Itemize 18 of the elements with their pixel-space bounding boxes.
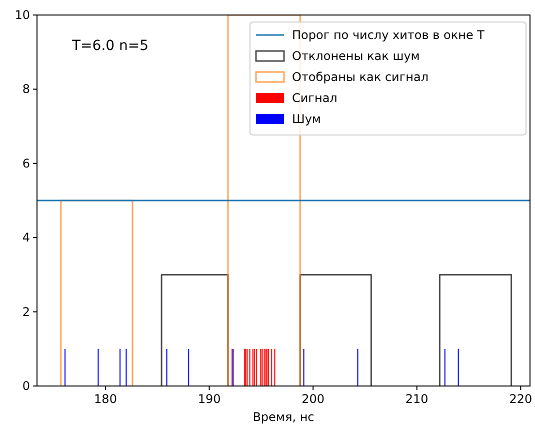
x-tick-label: 190	[198, 392, 221, 406]
y-tick-label: 6	[22, 156, 30, 170]
legend-label: Порог по числу хитов в окне T	[292, 28, 486, 42]
x-tick-label: 210	[405, 392, 428, 406]
x-axis-title: Время, нс	[252, 410, 314, 424]
legend-label: Отобраны как сигнал	[292, 70, 429, 84]
y-tick-label: 10	[14, 8, 30, 22]
y-tick-label: 2	[22, 304, 30, 319]
x-tick-label: 220	[509, 392, 532, 406]
x-tick-label: 180	[94, 392, 117, 406]
y-tick-label: 0	[22, 379, 30, 393]
legend-label: Шум	[292, 112, 321, 126]
legend-label: Отклонены как шум	[292, 49, 420, 63]
x-tick-label: 200	[302, 392, 325, 406]
legend-label: Сигнал	[292, 91, 338, 105]
y-tick-label: 8	[22, 82, 30, 96]
y-tick-label: 4	[22, 230, 30, 245]
annotation: T=6.0 n=5	[71, 38, 149, 54]
